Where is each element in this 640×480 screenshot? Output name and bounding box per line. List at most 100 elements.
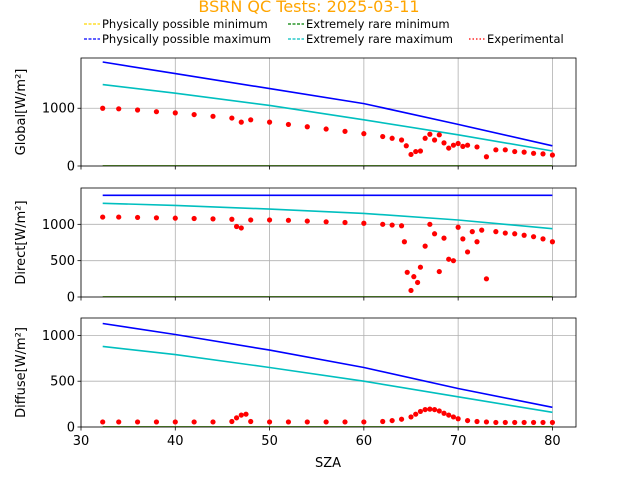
- data-point: [427, 406, 433, 412]
- y-tick-label: 1000: [42, 329, 75, 344]
- data-point: [422, 243, 428, 249]
- data-point: [342, 128, 348, 134]
- data-point: [134, 214, 141, 221]
- data-point: [233, 415, 240, 421]
- data-point: [413, 148, 419, 155]
- data-point: [191, 111, 197, 118]
- legend-label: Physically possible maximum: [102, 32, 271, 46]
- data-point: [422, 406, 428, 413]
- data-point: [191, 419, 197, 425]
- data-point: [441, 235, 447, 241]
- data-point: [389, 222, 395, 228]
- x-axis-label: SZA: [315, 456, 341, 471]
- series-experimental: [100, 406, 556, 426]
- data-point: [238, 412, 244, 418]
- data-point: [512, 419, 518, 426]
- data-point: [401, 239, 407, 245]
- data-point: [455, 140, 461, 147]
- data-point: [172, 215, 178, 221]
- legend-entry: Physically possible minimum: [84, 17, 268, 31]
- data-point: [549, 239, 556, 245]
- legend-label: Extremely rare minimum: [306, 17, 450, 31]
- data-point: [417, 408, 424, 415]
- y-axis-label: Global[W/m²]: [14, 69, 29, 156]
- data-point: [404, 269, 410, 275]
- data-point: [427, 131, 433, 137]
- data-point: [210, 419, 216, 425]
- data-point: [248, 418, 254, 425]
- data-point: [248, 217, 254, 223]
- panel-3: 0 500 1000 30 40 50 60 70 80 Diffuse[W/m²]: [14, 317, 577, 449]
- x-tick-label: 50: [261, 434, 278, 449]
- data-point: [502, 419, 508, 426]
- data-point: [493, 229, 499, 235]
- data-point: [116, 106, 122, 112]
- data-point: [436, 132, 442, 138]
- data-point: [474, 239, 480, 245]
- y-tick-label: 500: [50, 254, 75, 269]
- data-point: [483, 276, 490, 282]
- data-point: [417, 264, 424, 270]
- legend-label: Physically possible minimum: [102, 17, 268, 31]
- legend-entry: Experimental: [469, 32, 564, 46]
- data-point: [455, 416, 461, 422]
- data-point: [116, 419, 122, 425]
- data-point: [502, 147, 508, 153]
- data-point: [380, 418, 386, 425]
- data-point: [436, 268, 442, 275]
- data-point: [450, 258, 457, 264]
- data-point: [172, 419, 178, 425]
- data-point: [304, 218, 310, 224]
- x-tick-label: 80: [544, 434, 561, 449]
- data-point: [417, 148, 424, 154]
- y-tick-label: 0: [67, 160, 75, 175]
- data-point: [361, 220, 367, 226]
- data-point: [100, 419, 106, 425]
- data-point: [153, 215, 160, 221]
- x-tick-label: 40: [167, 434, 184, 449]
- data-point: [285, 419, 292, 425]
- x-tick-label: 70: [450, 434, 467, 449]
- data-point: [474, 144, 480, 150]
- data-point: [411, 274, 417, 280]
- data-point: [238, 119, 244, 125]
- data-point: [446, 145, 452, 151]
- data-point: [285, 121, 292, 128]
- axes-frame: [80, 187, 577, 298]
- panels: 0 1000 Global[W/m²] 0 500 1000 Direct[W/m²] 0 50…: [14, 57, 577, 449]
- series-line: [102, 83, 553, 152]
- data-point: [233, 223, 240, 230]
- data-point: [408, 287, 414, 294]
- data-point: [248, 117, 254, 123]
- y-tick-label: 1000: [42, 102, 75, 117]
- legend-entry: Physically possible maximum: [84, 32, 271, 46]
- data-point: [431, 231, 438, 237]
- data-point: [398, 223, 405, 229]
- data-point: [540, 236, 546, 242]
- data-point: [361, 419, 367, 425]
- data-point: [398, 416, 405, 422]
- data-point: [460, 236, 466, 242]
- data-point: [285, 217, 292, 223]
- data-point: [153, 109, 160, 115]
- data-point: [342, 419, 348, 425]
- data-point: [441, 410, 447, 416]
- data-point: [323, 126, 329, 132]
- data-point: [540, 151, 546, 157]
- legend-entry: Extremely rare maximum: [288, 32, 453, 46]
- data-point: [238, 225, 244, 231]
- data-point: [450, 414, 457, 420]
- data-point: [323, 419, 329, 425]
- y-tick-label: 0: [67, 291, 75, 306]
- axes-frame: [80, 57, 577, 167]
- data-point: [408, 151, 414, 158]
- plot-area: [100, 322, 556, 427]
- data-point: [493, 147, 499, 153]
- legend-label: Experimental: [487, 32, 564, 46]
- series-experimental: [100, 105, 556, 160]
- data-point: [512, 231, 518, 237]
- data-point: [153, 419, 160, 425]
- data-point: [427, 221, 433, 227]
- legend-label: Extremely rare maximum: [306, 32, 453, 46]
